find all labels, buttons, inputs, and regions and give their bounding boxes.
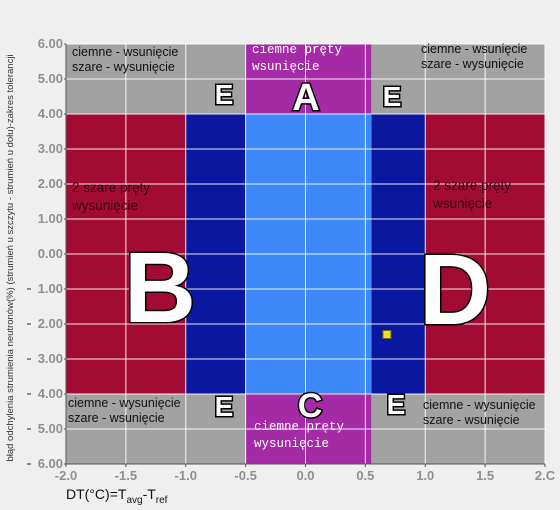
y-tick-label: 0.00 [38, 246, 63, 261]
zone-label-top-center-line: ciemne pręty [252, 43, 343, 57]
zone-label-left: 2 szare pręty wysunięcie [71, 180, 150, 213]
zone-label-bottom-left-line: ciemne - wysunięcie [68, 396, 181, 410]
y-tick-label: 5.00 [38, 421, 63, 436]
zone-label-top-right-line: szare - wysunięcie [421, 57, 524, 71]
zone-letter-d: D [419, 234, 491, 346]
y-tick-label: 5.00 [38, 71, 63, 86]
y-tick-label: 3.00 [38, 351, 63, 366]
zone-letter-a: A [292, 77, 319, 119]
x-tick-label: 1.0 [416, 468, 434, 483]
axes-layer: 6.00 5.00 4.00 3.00 2.00 1.00 0.00 1.00 2.00 3.00… [5, 36, 556, 506]
zone-label-right-line: 2 szare pręty [433, 178, 511, 193]
x-axis-label: DT(°C)=Tavg-Tref [66, 486, 168, 506]
zone-label-bottom-center-line: wysunięcie [254, 437, 329, 451]
zone-label-top-center: ciemne pręty wsunięcie [252, 43, 343, 74]
x-tick-label: -2.0 [55, 468, 77, 483]
x-tick-label: -0.5 [234, 468, 256, 483]
zone-letter-e-bottom-right: E [387, 389, 406, 420]
y-tick-label: 4.00 [38, 106, 63, 121]
zone-letter-e-top-right: E [383, 81, 402, 112]
zone-label-bottom-left-line: szare - wsunięcie [68, 411, 165, 425]
x-axis-label-part-2: -T [143, 486, 157, 502]
y-tick-label: 4.00 [38, 386, 63, 401]
x-tick-label: -1.0 [175, 468, 197, 483]
x-axis-label-part-1: avg [126, 495, 142, 506]
zone-labels-layer: ciemne - wsunięcie szare - wysunięcieciem… [68, 42, 536, 451]
y-tick-label: 2.00 [38, 316, 63, 331]
zone-label-left-line: 2 szare pręty [72, 180, 150, 195]
zone-label-bottom-right-line: ciemne - wysunięcie [423, 398, 536, 412]
zone-label-right-line: wsunięcie [432, 196, 492, 211]
zone-label-top-center-line: wsunięcie [252, 60, 320, 74]
y-tick-label: 2.00 [38, 176, 63, 191]
operating-point [382, 330, 392, 339]
x-axis-label-part-0: DT(°C)=T [66, 486, 127, 502]
zone-label-top-left-line: szare - wysunięcie [72, 60, 175, 74]
y-tick-label: 6.00 [38, 456, 63, 471]
zone-label-top-left: ciemne - wsunięcie szare - wysunięcie [72, 45, 178, 74]
zone-label-top-right: ciemne - wsunięcie szare - wysunięcie [421, 42, 527, 71]
y-tick-label: 6.00 [38, 36, 63, 51]
zone-label-bottom-left: ciemne - wysunięcie szare - wsunięcie [68, 396, 181, 425]
zone-label-bottom-center-line: ciemne pręty [254, 420, 345, 434]
y-tick-label: 3.00 [38, 141, 63, 156]
zone-label-bottom-right-line: szare - wsunięcie [423, 413, 520, 427]
x-tick-label: 0.0 [296, 468, 314, 483]
y-axis-label: błąd odchylenia strumienia neutronów(%) … [5, 54, 16, 461]
zone-label-bottom-center: ciemne pręty wysunięcie [254, 420, 345, 451]
zone-letter-e-top-left: E [215, 79, 234, 110]
zone-label-top-right-line: ciemne - wsunięcie [421, 42, 527, 56]
y-tick-label: 1.00 [38, 211, 63, 226]
zone-label-top-left-line: ciemne - wsunięcie [72, 45, 178, 59]
y-tick-label: 1.00 [38, 281, 63, 296]
x-tick-label: 0.5 [356, 468, 374, 483]
x-tick-label: -1.5 [115, 468, 137, 483]
x-tick-label: 1.5 [476, 468, 494, 483]
zone-letter-e-bottom-left: E [215, 391, 234, 422]
x-axis-label-part-3: ref [156, 495, 168, 506]
zone-letter-b: B [124, 232, 196, 344]
x-tick-label: 2.C [535, 468, 556, 483]
zone-letter-c: C [298, 387, 323, 425]
zone-label-right: 2 szare pręty wsunięcie [432, 178, 511, 211]
zone-label-bottom-right: ciemne - wysunięcie szare - wsunięcie [423, 398, 536, 427]
zone-label-left-line: wysunięcie [71, 198, 138, 213]
